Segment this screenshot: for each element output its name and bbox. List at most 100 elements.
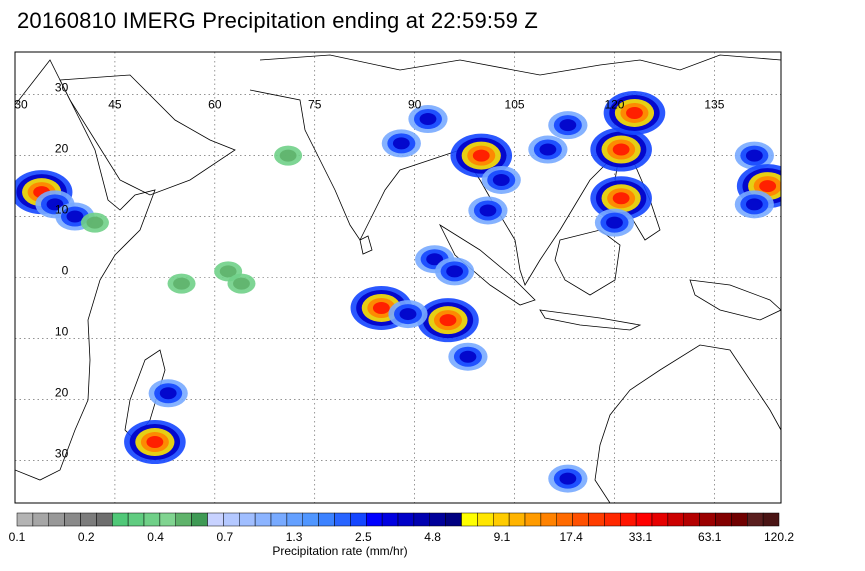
map-frame	[14, 51, 782, 504]
colorbar-swatch	[588, 512, 605, 527]
arabia-outline	[59, 74, 236, 196]
precip-cell	[606, 216, 623, 229]
colorbar-tick-label: 0.1	[8, 530, 26, 544]
precip-cell	[459, 350, 477, 363]
colorbar-swatch	[381, 512, 399, 527]
sri-lanka-outline	[359, 235, 373, 255]
colorbar-swatch	[747, 512, 764, 527]
colorbar-tick-label: 17.4	[559, 530, 583, 544]
precip-cell	[66, 210, 84, 223]
colorbar-swatch	[461, 512, 478, 527]
colorbar-swatch	[540, 512, 557, 527]
colorbar-tick-label: 2.5	[355, 530, 372, 544]
colorbar-tick-label: 0.4	[147, 530, 164, 544]
colorbar-tick-label: 120.2	[763, 530, 795, 544]
precip-cell	[492, 173, 510, 186]
colorbar-tick-label: 63.1	[698, 530, 722, 544]
precip-cell	[173, 277, 190, 290]
colorbar-swatch	[32, 512, 49, 527]
colorbar-tick-label: 0.2	[77, 530, 95, 544]
colorbar-swatch	[143, 512, 161, 527]
precip-cell	[472, 149, 490, 162]
precip-cell	[745, 149, 763, 162]
longitude-tick-label: 120	[604, 98, 624, 112]
colorbar-swatch	[572, 512, 589, 527]
colorbar-swatch	[286, 512, 303, 527]
colorbar-swatch	[477, 512, 494, 527]
latitude-tick-label: 0	[62, 264, 69, 278]
colorbar-swatch	[683, 512, 700, 527]
colorbar	[16, 512, 780, 527]
precip-cell	[446, 265, 464, 278]
colorbar-tick-label: 9.1	[493, 530, 511, 544]
precipitation-cells	[15, 90, 781, 493]
colorbar-swatch	[159, 512, 176, 527]
colorbar-swatch	[620, 512, 637, 527]
precip-cell	[426, 253, 444, 266]
precip-cell	[612, 143, 630, 156]
colorbar-title: Precipitation rate (mm/hr)	[272, 544, 408, 558]
colorbar-swatch	[318, 512, 335, 527]
precip-cell	[399, 308, 417, 321]
precip-cell	[612, 192, 630, 205]
india-outline	[249, 89, 461, 241]
colorbar-swatch	[445, 512, 462, 527]
latitude-tick-label: 30	[55, 81, 69, 95]
colorbar-swatch	[302, 512, 319, 527]
latitude-tick-label: 30	[55, 446, 69, 460]
colorbar-tick-label: 33.1	[628, 530, 653, 544]
colorbar-swatch	[80, 512, 97, 527]
colorbar-tick-label: 1.3	[285, 530, 303, 544]
colorbar-tick-label: 0.7	[216, 530, 234, 544]
colorbar-swatch	[334, 512, 351, 527]
colorbar-swatch	[715, 512, 732, 527]
colorbar-swatch	[413, 512, 430, 527]
longitude-tick-label: 60	[208, 98, 222, 112]
colorbar-swatch	[223, 512, 240, 527]
new-guinea-outline	[689, 279, 781, 321]
colorbar-swatch	[127, 512, 145, 527]
africa-outline	[15, 59, 156, 481]
colorbar-swatch	[239, 512, 256, 527]
colorbar-swatch	[604, 512, 621, 527]
precip-cell	[745, 198, 763, 211]
latitude-tick-label: 20	[55, 142, 69, 156]
precip-cell	[146, 436, 164, 449]
asia-outline	[259, 54, 781, 76]
colorbar-swatch	[254, 512, 272, 527]
precip-cell	[392, 137, 410, 150]
colorbar-swatch	[270, 512, 288, 527]
colorbar-swatch	[524, 512, 542, 527]
longitude-tick-label: 135	[704, 98, 724, 112]
latitude-tick-label: 10	[55, 203, 69, 217]
colorbar-swatch	[64, 512, 81, 527]
precip-cell	[219, 265, 237, 278]
precip-cell	[86, 216, 104, 229]
precip-cell	[479, 204, 497, 217]
colorbar-swatch	[667, 512, 684, 527]
longitude-tick-label: 45	[108, 98, 122, 112]
colorbar-swatch	[731, 512, 748, 527]
colorbar-swatch	[112, 512, 129, 527]
colorbar-swatch	[207, 512, 224, 527]
precip-cell	[372, 301, 390, 314]
map-title: 20160810 IMERG Precipitation ending at 2…	[17, 8, 539, 33]
colorbar-swatch	[635, 512, 653, 527]
colorbar-swatch	[699, 512, 716, 527]
colorbar-swatch	[556, 512, 573, 527]
precip-cell	[439, 314, 457, 327]
colorbar-swatch	[762, 512, 780, 527]
longitude-tick-label: 105	[505, 98, 525, 112]
colorbar-swatch	[96, 512, 113, 527]
precip-cell	[419, 113, 437, 126]
australia-outline	[594, 344, 781, 503]
precip-cell	[759, 180, 777, 193]
longitude-tick-label: 75	[308, 98, 322, 112]
latitude-labels: 30 20 10 0 10 20 30	[55, 81, 69, 461]
land-outlines	[15, 54, 781, 503]
precip-cell	[539, 143, 557, 156]
precip-cell	[279, 149, 297, 162]
precip-cell	[233, 277, 250, 290]
precip-cell	[159, 387, 177, 400]
